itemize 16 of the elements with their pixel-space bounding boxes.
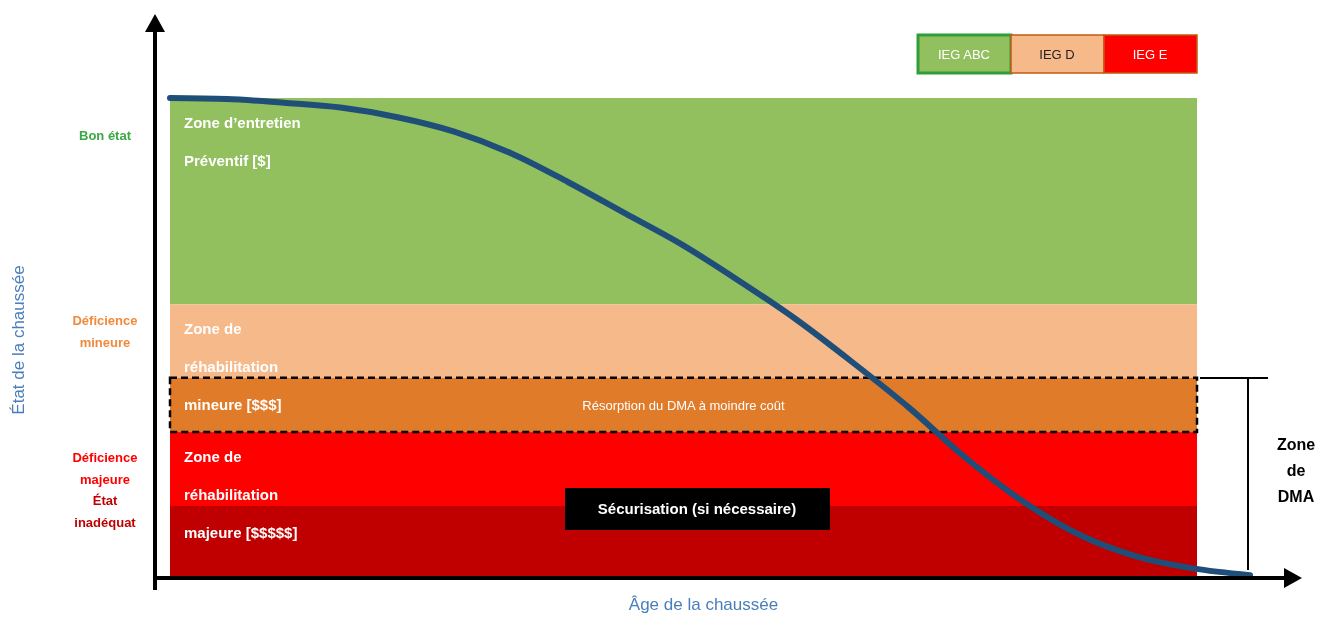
band-label: Résorption du DMA à moindre coût [582, 397, 786, 413]
text: Zone d’entretien Préventif [$] [184, 114, 301, 169]
text: État inadéquat [74, 493, 137, 530]
annotation: Zone de DMA [1276, 436, 1316, 505]
text: Déficience mineure [72, 313, 138, 350]
text: IEG E [1132, 47, 1168, 62]
text: Bon état [79, 128, 132, 143]
text: Déficience majeure [72, 450, 138, 487]
text: IEG D [1039, 47, 1075, 62]
text: Zone de réhabilitation mineure [$$$] [184, 320, 282, 414]
text: Zone de réhabilitation majeure [$$$$$] [184, 448, 298, 542]
x-axis-title: Âge de la chaussée [628, 595, 779, 614]
label-box: Sécurisation (si nécessaire) [565, 488, 830, 530]
annotation: Sécurisation (si nécessaire) [597, 500, 797, 517]
text: IEG ABC [937, 47, 991, 62]
text: État de la chaussée [9, 265, 28, 415]
